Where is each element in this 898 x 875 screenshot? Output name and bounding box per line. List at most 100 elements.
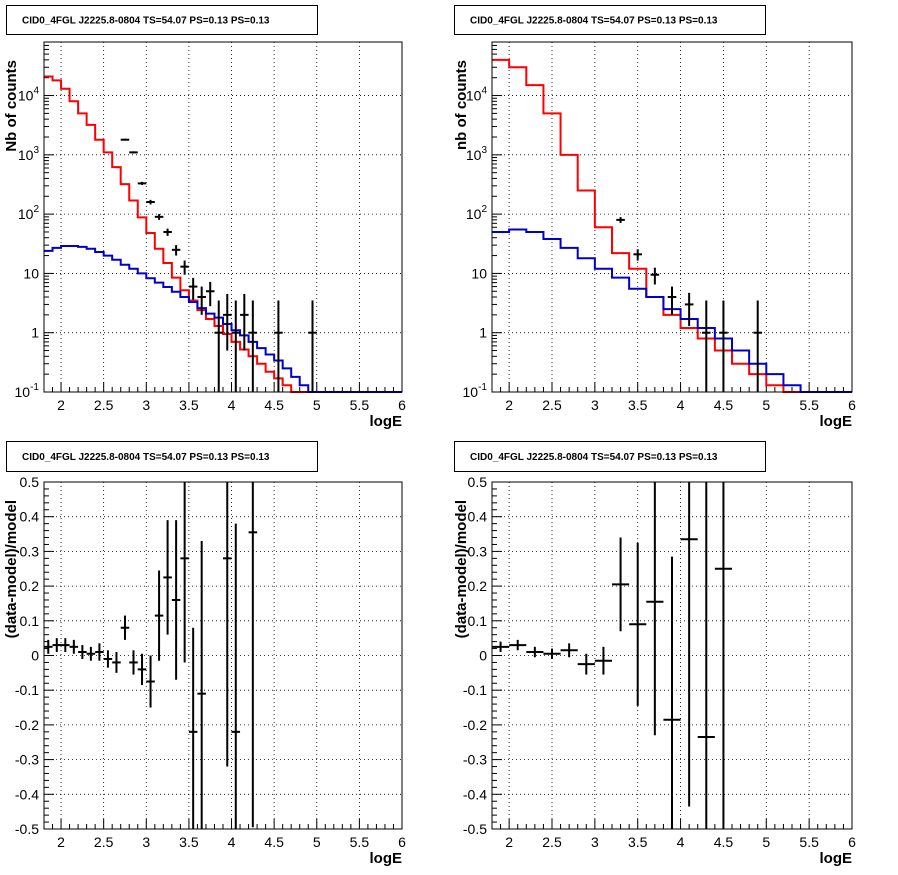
y-tick-label: -0.1 (463, 682, 487, 698)
data-point (78, 645, 87, 659)
data-point (137, 181, 147, 185)
data-point (684, 292, 694, 326)
data-point (753, 300, 762, 392)
data-point (197, 540, 206, 829)
data-point (154, 214, 164, 220)
data-point (543, 648, 561, 659)
data-point (52, 638, 62, 653)
x-tick-label: 3 (142, 834, 150, 850)
x-tick-label: 5.5 (350, 834, 370, 850)
x-tick-label: 4.5 (714, 397, 734, 413)
x-tick-label: 5.5 (350, 397, 370, 413)
data-point (188, 627, 198, 829)
x-tick-label: 2 (57, 397, 65, 413)
y-tick-label: 0.5 (468, 474, 488, 490)
data-point (526, 646, 544, 658)
data-point (61, 638, 70, 653)
x-tick-label: 6 (398, 834, 406, 850)
y-tick-label: 0.2 (20, 578, 40, 594)
plot-title-box (6, 441, 318, 472)
x-tick-label: 4.5 (264, 834, 284, 850)
y-tick-label: 1 (31, 325, 39, 341)
x-tick-label: 3 (142, 397, 150, 413)
y-axis-label: nb of counts (453, 60, 470, 150)
data-point (137, 653, 147, 685)
y-tick-label: -0.2 (463, 717, 487, 733)
data-point (188, 277, 198, 300)
x-tick-label: 4 (677, 397, 685, 413)
x-tick-label: 5 (313, 834, 321, 850)
x-tick-label: 2.5 (94, 834, 114, 850)
x-tick-label: 5.5 (799, 834, 819, 850)
x-tick-label: 3.5 (628, 397, 648, 413)
data-point (180, 260, 189, 275)
x-tick-label: 4.5 (714, 834, 734, 850)
y-tick-label: -0.4 (15, 786, 39, 802)
y-tick-label: 1 (479, 325, 487, 341)
plot-frame (43, 481, 403, 830)
data-point (223, 482, 232, 767)
x-axis-label: logE (820, 413, 853, 430)
y-tick-label: 0.2 (468, 578, 488, 594)
data-point (171, 520, 181, 680)
y-tick-label: -0.1 (15, 682, 39, 698)
data-point (594, 646, 612, 675)
y-tick-label: 0.3 (20, 543, 40, 559)
x-tick-label: 4 (228, 397, 236, 413)
plot-frame (491, 41, 853, 393)
data-point (154, 570, 164, 661)
data-point (240, 293, 249, 351)
y-tick-label: 10 (23, 265, 39, 281)
y-tick-label: 0 (31, 648, 39, 664)
data-point (69, 639, 79, 654)
plot-panel-1: CID0_4FGL J2225.8-0804 TS=54.07 PS=0.13 … (3, 5, 406, 430)
data-point (146, 199, 155, 205)
data-point (103, 650, 113, 668)
y-tick-label: 0.4 (20, 509, 40, 525)
x-tick-label: 2 (505, 397, 513, 413)
data-point (120, 615, 130, 640)
data-point (214, 300, 223, 392)
data-point (248, 482, 258, 828)
plot-title: CID0_4FGL J2225.8-0804 TS=54.07 PS=0.13 … (470, 16, 718, 27)
y-tick-label: -0.5 (15, 821, 39, 837)
y-tick-label: 10 (471, 265, 487, 281)
data-point (163, 228, 172, 236)
x-tick-label: 4 (677, 834, 685, 850)
plot-title-box (454, 441, 766, 472)
y-tick-label: 0.1 (468, 613, 488, 629)
data-point (95, 643, 104, 661)
data-point (197, 286, 206, 315)
x-tick-label: 4 (228, 834, 236, 850)
data-point (697, 482, 715, 829)
data-point (612, 537, 630, 632)
data-point (577, 653, 595, 675)
plot-title-box (6, 5, 318, 35)
y-tick-label: 0.3 (468, 543, 488, 559)
x-tick-label: 2 (505, 834, 513, 850)
plot-frame (491, 481, 853, 830)
data-point (231, 523, 241, 829)
x-axis-label: logE (820, 850, 853, 867)
data-point (112, 652, 121, 673)
data-point (248, 300, 258, 392)
x-tick-label: 5 (762, 834, 770, 850)
y-tick-label: 0.5 (20, 474, 40, 490)
x-tick-label: 6 (848, 397, 856, 413)
x-tick-label: 3.5 (179, 834, 199, 850)
x-tick-label: 4.5 (264, 397, 284, 413)
plot-title: CID0_4FGL J2225.8-0804 TS=54.07 PS=0.13 … (470, 452, 718, 463)
data-point (231, 300, 241, 392)
y-tick-label: -0.2 (15, 717, 39, 733)
x-tick-label: 2 (57, 834, 65, 850)
data-point (719, 300, 728, 392)
x-tick-label: 2.5 (542, 834, 562, 850)
x-tick-label: 2.5 (542, 397, 562, 413)
y-tick-label: 0.4 (468, 509, 488, 525)
data-point (205, 281, 215, 307)
y-tick-label: -0.4 (463, 786, 487, 802)
data-point (629, 542, 647, 706)
histogram-blue-line (492, 228, 852, 393)
